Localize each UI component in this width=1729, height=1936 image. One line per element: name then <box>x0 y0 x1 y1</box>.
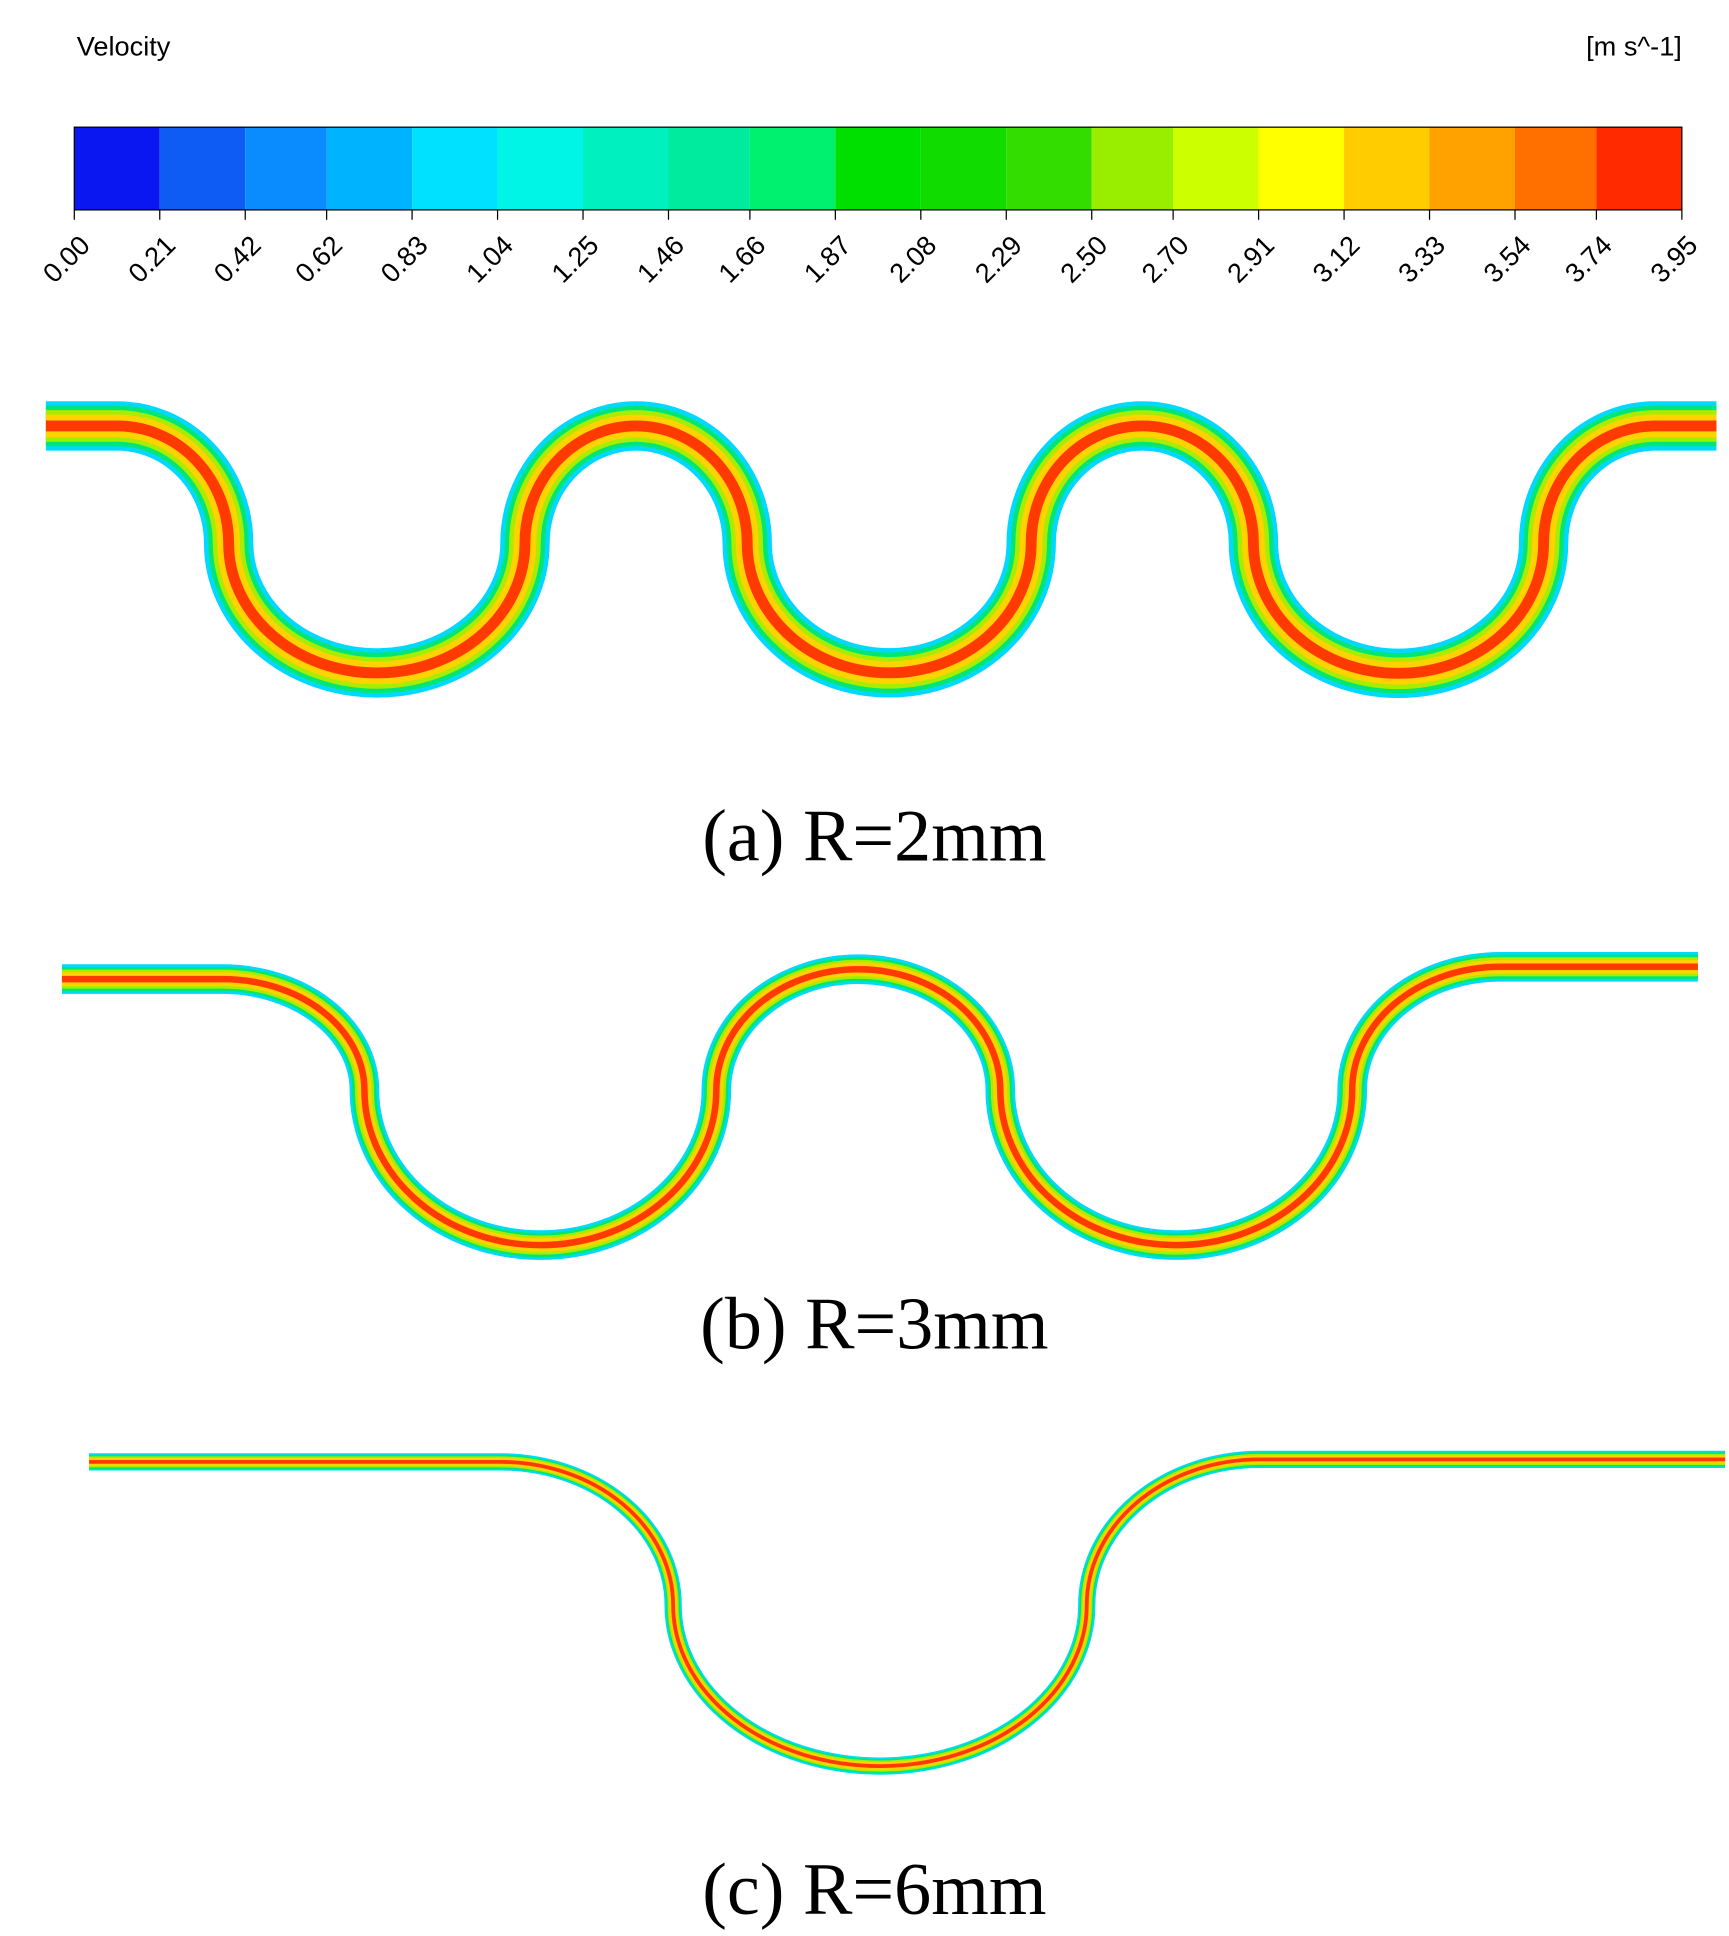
tick-label: 0.21 <box>122 229 181 288</box>
color-band <box>245 127 327 210</box>
colorbar-frame <box>73 126 1683 211</box>
color-band <box>583 127 669 210</box>
color-band <box>159 127 246 210</box>
tick-label: 1.87 <box>798 229 857 288</box>
color-band <box>835 127 921 210</box>
color-band <box>497 127 584 210</box>
tick-label: 3.95 <box>1644 229 1703 288</box>
tick-label: 3.54 <box>1477 229 1536 288</box>
color-band <box>1173 127 1259 210</box>
flow-channel <box>89 1452 1726 1774</box>
caption: (c) R=6mm <box>702 1849 1046 1931</box>
tick-label: 2.29 <box>969 229 1028 288</box>
caption: (b) R=3mm <box>700 1283 1048 1365</box>
tick-label: 1.46 <box>631 229 690 288</box>
color-band <box>1091 127 1174 210</box>
flow-channel <box>61 959 1698 1252</box>
color-band <box>668 127 750 210</box>
tick-label: 3.12 <box>1306 229 1365 288</box>
color-band <box>326 127 413 210</box>
color-band <box>1344 127 1430 210</box>
tick-label: 2.70 <box>1135 229 1194 288</box>
flow-channel <box>45 420 1717 679</box>
color-band <box>1006 127 1092 210</box>
flow-channel <box>89 1455 1726 1771</box>
flow-channel <box>89 1457 1726 1768</box>
tick-label: 0.42 <box>207 229 266 288</box>
flow-channel <box>89 1450 1726 1775</box>
tick-label: 2.08 <box>883 229 942 288</box>
tick-label: 3.74 <box>1559 229 1618 288</box>
color-band <box>749 127 836 210</box>
color-band <box>1258 127 1345 210</box>
color-band <box>1429 127 1516 210</box>
color-band <box>1596 127 1682 210</box>
tick-label: 0.62 <box>289 229 348 288</box>
tick-label: 1.04 <box>460 229 519 288</box>
tick-label: 1.66 <box>712 229 771 288</box>
tick-label: 1.25 <box>545 229 604 288</box>
color-band <box>74 127 160 210</box>
colorbar-unit: [m s^-1] <box>1586 31 1682 62</box>
channels <box>45 401 1726 1775</box>
colorbar-title: Velocity <box>77 31 171 62</box>
colorbar: 0.00 0.21 0.42 0.62 0.83 1.04 1.25 1.46 1.66 1.87… <box>37 126 1703 289</box>
tick-label: 0.00 <box>37 229 96 288</box>
tick-label: 0.83 <box>374 229 433 288</box>
tick-label: 2.50 <box>1054 229 1113 288</box>
flow-channel <box>89 1453 1726 1772</box>
tick-label: 3.33 <box>1392 229 1451 288</box>
flow-channel <box>61 963 1698 1249</box>
color-band <box>920 127 1007 210</box>
color-band <box>1515 127 1597 210</box>
caption: (a) R=2mm <box>702 796 1046 878</box>
color-band <box>412 127 498 210</box>
tick-label: 2.91 <box>1221 229 1280 288</box>
